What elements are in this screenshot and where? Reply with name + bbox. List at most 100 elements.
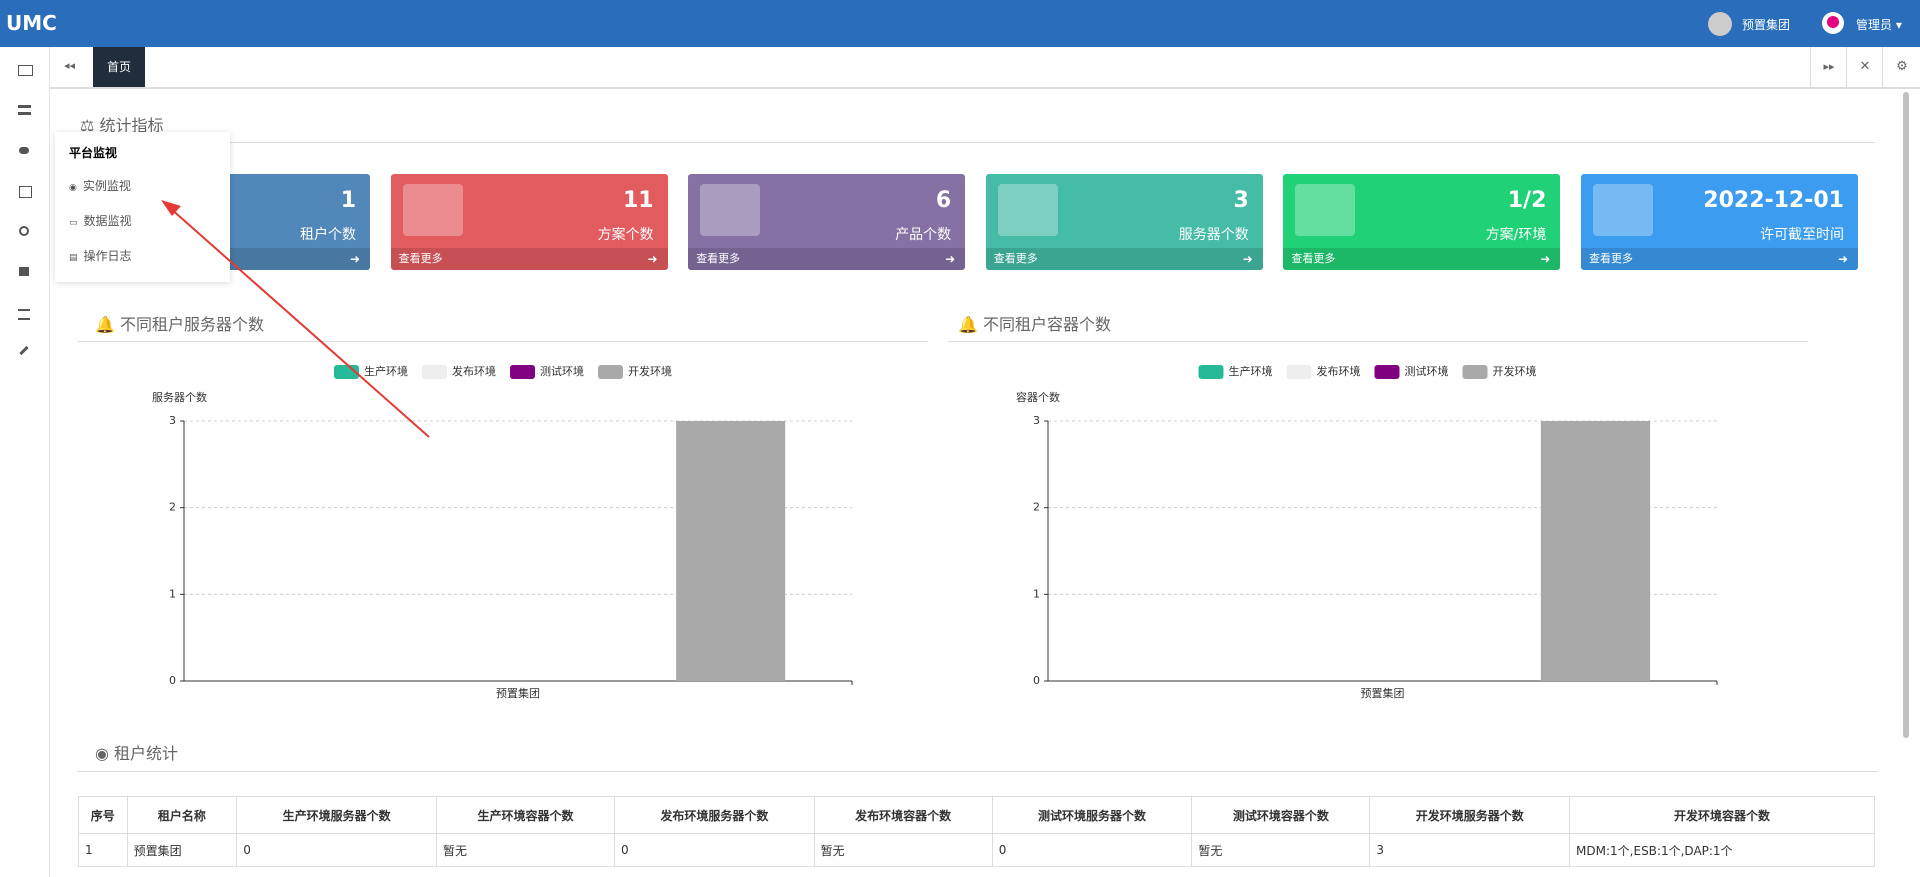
org-name[interactable]: 预置集团	[1742, 18, 1791, 32]
nav-icon[interactable]	[19, 186, 32, 198]
y-tick-label: 1	[1033, 587, 1040, 600]
legend-label: 发布环境	[452, 364, 496, 378]
card-value: 11	[622, 188, 654, 213]
table-cell: 暂无	[813, 833, 993, 867]
user-name[interactable]: 管理员 ▾	[1856, 18, 1902, 32]
menu-item[interactable]: ▭ 数据监视	[69, 212, 132, 229]
section-title: 🔔 不同租户容器个数	[958, 315, 1112, 334]
menu-icon: ▤	[69, 253, 78, 263]
table-cell: 1	[78, 833, 128, 867]
legend-swatch	[1374, 365, 1400, 379]
card-value: 1/2	[1507, 188, 1547, 213]
card-value: 3	[1233, 188, 1249, 213]
card-arrow: ➜	[945, 252, 956, 266]
card-footer: 查看更多 ➜	[688, 248, 966, 270]
card-icon	[1295, 184, 1356, 236]
arrow-head	[161, 200, 181, 216]
nav-icon[interactable]	[19, 267, 29, 276]
nav-icon[interactable]	[18, 105, 31, 115]
legend-swatch	[510, 365, 535, 379]
menu-item[interactable]: ◉ 实例监视	[69, 177, 131, 194]
stat-card[interactable]: 3 服务器个数 查看更多 ➜	[985, 174, 1263, 270]
card-more: 查看更多	[1589, 252, 1633, 265]
menu-label: 数据监视	[83, 214, 132, 228]
bar	[1540, 421, 1651, 681]
card-more: 查看更多	[696, 252, 741, 265]
table: 序号 租户名称 生产环境服务器个数 生产环境容器个数 发布环境服务器个数 发布环境容器个数…	[78, 796, 1875, 867]
y-tick-label: 2	[1033, 501, 1040, 514]
legend-label: 生产环境	[364, 364, 408, 378]
nav-icon[interactable]	[18, 309, 30, 320]
section-title: ◉ 租户统计	[95, 744, 179, 763]
section-text: 不同租户容器个数	[983, 315, 1112, 334]
tab[interactable]: 首页	[93, 47, 145, 87]
table-cell: 暂无	[435, 833, 616, 867]
menu-title: 平台监视	[69, 146, 118, 160]
bar	[676, 421, 786, 681]
card-value: 6	[935, 188, 952, 213]
org-avatar	[1708, 12, 1732, 36]
column-header: 生产环境容器个数	[435, 796, 616, 834]
section-text: 统计指标	[99, 116, 164, 135]
popup-menu: 平台监视 ◉ 实例监视 ▭ 数据监视 ▤ 操作日志	[55, 132, 230, 282]
card-arrow: ➜	[647, 252, 658, 266]
section-text: 不同租户服务器个数	[120, 315, 265, 334]
card-label: 服务器个数	[1178, 227, 1249, 243]
stat-card[interactable]: 11 方案个数 查看更多 ➜	[390, 174, 668, 270]
column-header: 发布环境容器个数	[813, 796, 993, 834]
legend-swatch	[1286, 365, 1312, 379]
stat-card[interactable]: 1/2 方案/环境 查看更多 ➜	[1283, 174, 1561, 270]
settings[interactable]: ⚙	[1882, 47, 1920, 87]
column-header: 测试环境服务器个数	[991, 796, 1193, 834]
legend-swatch	[1198, 365, 1224, 379]
card-arrow: ➜	[349, 252, 360, 266]
card-label: 产品个数	[895, 227, 952, 243]
top-bar: UMC 预置集团 管理员 ▾	[0, 0, 1920, 47]
card-icon	[402, 184, 463, 236]
column-header: 测试环境容器个数	[1191, 796, 1371, 834]
tab-next[interactable]: ▸▸	[1810, 47, 1847, 87]
menu-label: 实例监视	[82, 179, 131, 193]
scrollbar	[1903, 92, 1909, 738]
table-row: 1 预置集团 0 暂无 0 暂无 0 暂无 3 MDM:1个,ESB:1个,DAP:1个	[78, 833, 1875, 867]
table-cell: 3	[1369, 833, 1571, 867]
card-icon	[700, 184, 761, 236]
legend-label: 测试环境	[540, 364, 584, 378]
y-tick-label: 0	[169, 674, 176, 687]
stat-card[interactable]: 6 产品个数查看更多 ➜	[688, 174, 966, 270]
user-label: 管理员	[1856, 18, 1893, 32]
card-icon	[997, 184, 1058, 236]
legend-swatch	[422, 365, 447, 379]
card-footer: 查看更多 ➜	[1283, 248, 1561, 270]
y-tick-label: 2	[169, 501, 176, 514]
table-cell: 0	[991, 833, 1193, 867]
tab-bar: ◂◂ 首页 ▸▸ ✕ ⚙	[50, 47, 1920, 89]
fullscreen[interactable]: ✕	[1846, 47, 1883, 87]
menu-item[interactable]: ▤ 操作日志	[69, 247, 132, 264]
card-arrow: ➜	[1837, 252, 1848, 266]
table-cell: MDM:1个,ESB:1个,DAP:1个	[1569, 833, 1875, 867]
legend-swatch	[598, 365, 623, 379]
menu-icon: ◉	[69, 183, 77, 193]
nav-icon[interactable]	[19, 226, 29, 236]
column-header: 租户名称	[126, 796, 238, 834]
card-value: 1	[340, 188, 356, 213]
y-tick-label: 3	[1033, 414, 1040, 427]
card-footer: 查看更多 ➜	[1581, 248, 1858, 270]
nav-icon[interactable]	[18, 65, 33, 76]
tab-prev[interactable]: ◂◂	[64, 59, 76, 72]
divider	[78, 341, 928, 342]
menu-label: 操作日志	[83, 249, 132, 263]
card-footer: 查看更多 ➜	[390, 248, 668, 270]
card-label: 许可截至时间	[1760, 227, 1844, 243]
stat-card[interactable]: 2022-12-01 许可截至时间 查看更多 ➜	[1581, 174, 1858, 270]
card-label: 租户个数	[300, 227, 356, 243]
x-tick-label: 预置集团	[1361, 686, 1405, 700]
column-header: 生产环境服务器个数	[236, 796, 437, 834]
y-tick-label: 3	[169, 414, 176, 427]
nav-icon[interactable]	[19, 147, 29, 154]
table-cell: 0	[614, 833, 815, 867]
x-tick-label: 预置集团	[496, 686, 540, 700]
